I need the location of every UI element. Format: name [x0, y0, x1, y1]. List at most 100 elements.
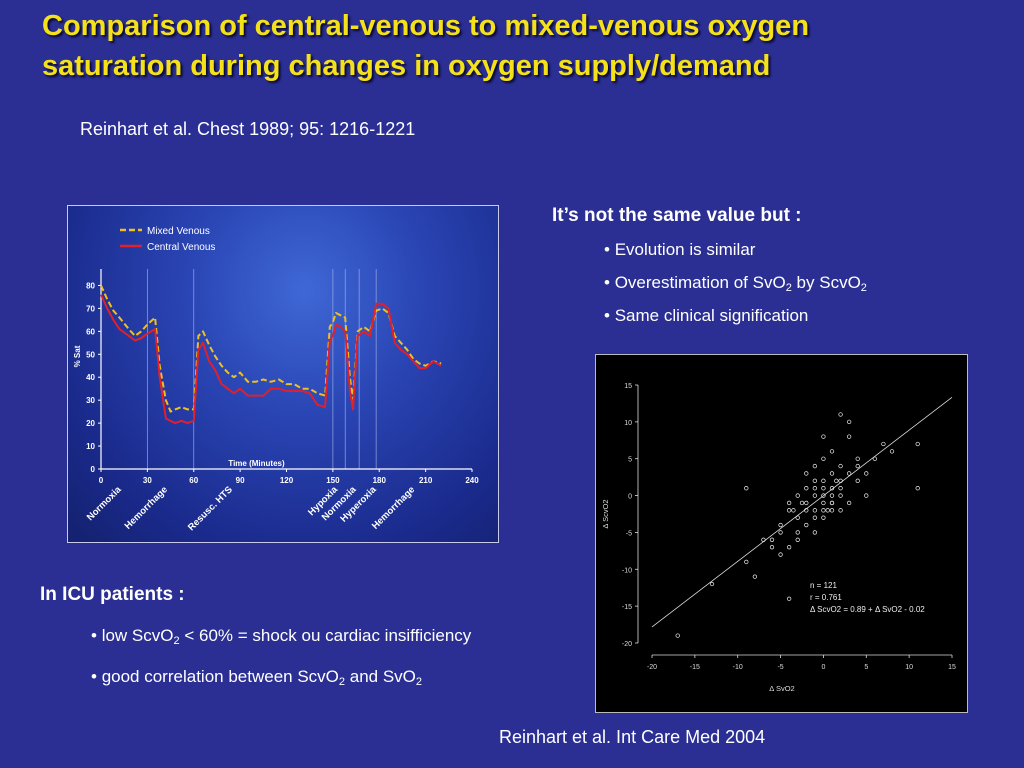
- x-tick-label: -15: [690, 664, 700, 671]
- notes-list: • Evolution is similar • Overestimation …: [604, 238, 867, 337]
- scatter-point: [786, 500, 792, 506]
- scatter-point: [821, 478, 826, 483]
- y-tick-label: 20: [86, 419, 95, 428]
- scatter-point: [778, 522, 783, 528]
- y-tick-label: 5: [628, 457, 632, 464]
- scatter-point: [829, 500, 835, 506]
- scatter-point: [915, 441, 920, 447]
- subscript: 2: [338, 676, 346, 688]
- saturation-time-chart: 0 10 20 30 40 50 60 70 80 0 30 60 90 120 150 180 210 240 T…: [67, 205, 499, 543]
- scatter-point: [846, 434, 852, 439]
- saturation-time-chart-svg: 0 10 20 30 40 50 60 70 80 0 30 60 90 120 150 180 210 240 T…: [73, 226, 479, 533]
- scatter-point: [838, 493, 843, 498]
- annotation: n = 121: [810, 581, 837, 590]
- scatter-point: [829, 486, 835, 491]
- scatter-point: [804, 471, 809, 476]
- x-tick-label: 180: [373, 476, 387, 485]
- scatter-point: [761, 537, 766, 542]
- notes-heading: It’s not the same value but :: [552, 205, 802, 226]
- icu-heading: In ICU patients :: [40, 584, 185, 605]
- notes-item-text: Overestimation of SvO: [614, 273, 786, 292]
- y-tick-label: 15: [624, 383, 632, 390]
- scatter-point: [786, 545, 792, 550]
- scatter-point: [821, 500, 826, 506]
- scatter-point: [752, 574, 758, 579]
- scatter-point: [864, 471, 869, 476]
- y-axis-label: % Sat: [73, 345, 82, 367]
- scatter-point: [744, 559, 749, 565]
- scatter-point: [812, 493, 818, 498]
- scatter-point: [804, 508, 809, 513]
- subscript: 2: [173, 635, 180, 647]
- series-line-mixed-venous: [100, 285, 442, 413]
- reference-top: Reinhart et al. Chest 1989; 95: 1216-122…: [80, 119, 416, 139]
- scatter-point: [915, 486, 920, 491]
- bullet: •: [604, 306, 610, 325]
- y-tick-label: 70: [86, 304, 95, 313]
- scatter-point: [825, 508, 830, 513]
- series-line-central-venous: [100, 294, 442, 425]
- x-tick-label: 30: [143, 476, 152, 485]
- icu-list: • low ScvO2 < 60% = shock ou cardiac ins…: [91, 624, 471, 706]
- scatter-point: [812, 478, 818, 483]
- bullet: •: [91, 667, 97, 686]
- reference-bottom: Reinhart et al. Int Care Med 2004: [499, 727, 766, 747]
- y-tick-label: 10: [86, 442, 95, 451]
- scatter-point: [838, 508, 843, 513]
- scatter-point: [769, 545, 775, 550]
- y-tick-label: 60: [86, 327, 95, 336]
- x-tick-label: 120: [280, 476, 294, 485]
- slide-title-line-2: saturation during changes in oxygen supp…: [42, 50, 771, 82]
- scatter-point: [838, 412, 843, 417]
- scatter-point: [846, 471, 852, 476]
- scatter-point: [829, 493, 835, 498]
- scatter-point: [855, 456, 860, 461]
- y-tick-label: 40: [86, 373, 95, 382]
- scatter-point: [821, 434, 826, 439]
- y-tick-label: -10: [622, 567, 632, 574]
- x-tick-label: 10: [905, 664, 913, 671]
- event-label: Hemorrhage: [123, 484, 170, 531]
- y-axis-label: Δ ScvO2: [601, 499, 610, 528]
- icu-item: • low ScvO2 < 60% = shock ou cardiac ins…: [91, 624, 471, 665]
- scatter-point: [812, 508, 818, 513]
- scatter-point: [804, 522, 809, 528]
- scatter-point: [872, 456, 878, 461]
- scatter-point: [829, 471, 835, 476]
- scatter-point: [786, 508, 792, 513]
- bullet: •: [604, 273, 610, 292]
- x-tick-label: 240: [465, 476, 479, 485]
- event-label: Resusc. HTS: [186, 484, 235, 533]
- slide-title-line-1: Comparison of central-venous to mixed-ve…: [42, 10, 810, 42]
- icu-item-text: < 60% = shock ou cardiac insifficiency: [179, 626, 472, 645]
- scatter-point: [821, 508, 826, 513]
- correlation-scatter-svg: -20 -15 -10 -5 0 5 10 15 -20 -15 -10 -5 0 5 10 15 Δ SvO2…: [601, 383, 956, 693]
- scatter-point: [812, 530, 818, 535]
- scatter-point: [821, 486, 826, 491]
- scatter-point: [829, 508, 835, 513]
- annotation: Δ ScvO2 = 0.89 + Δ SvO2 - 0.02: [810, 605, 925, 614]
- scatter-point: [838, 463, 843, 469]
- scatter-point: [799, 500, 805, 506]
- correlation-scatter-chart: -20 -15 -10 -5 0 5 10 15 -20 -15 -10 -5 0 5 10 15 Δ SvO2…: [595, 354, 968, 713]
- scatter-point: [744, 486, 749, 491]
- scatter-point: [838, 478, 843, 483]
- scatter-point: [795, 530, 800, 535]
- y-tick-label: -20: [622, 641, 632, 648]
- x-tick-label: 90: [236, 476, 245, 485]
- legend-label: Central Venous: [147, 242, 215, 253]
- x-tick-label: -5: [777, 664, 783, 671]
- notes-item-text: by ScvO: [791, 273, 861, 292]
- y-tick-label: 80: [86, 281, 95, 290]
- subscript: 2: [785, 282, 792, 294]
- slide-title: Comparison of central-venous to mixed-ve…: [42, 6, 1002, 86]
- scatter-point: [778, 552, 783, 557]
- scatter-point: [838, 486, 843, 491]
- event-label: Normoxia: [85, 484, 124, 523]
- x-tick-label: 210: [419, 476, 433, 485]
- subscript: 2: [860, 282, 867, 294]
- notes-item: • Overestimation of SvO2 by ScvO2: [604, 271, 867, 304]
- x-tick-label: 150: [326, 476, 340, 485]
- y-tick-label: -5: [626, 530, 632, 537]
- icu-item-text: and SvO: [345, 667, 416, 686]
